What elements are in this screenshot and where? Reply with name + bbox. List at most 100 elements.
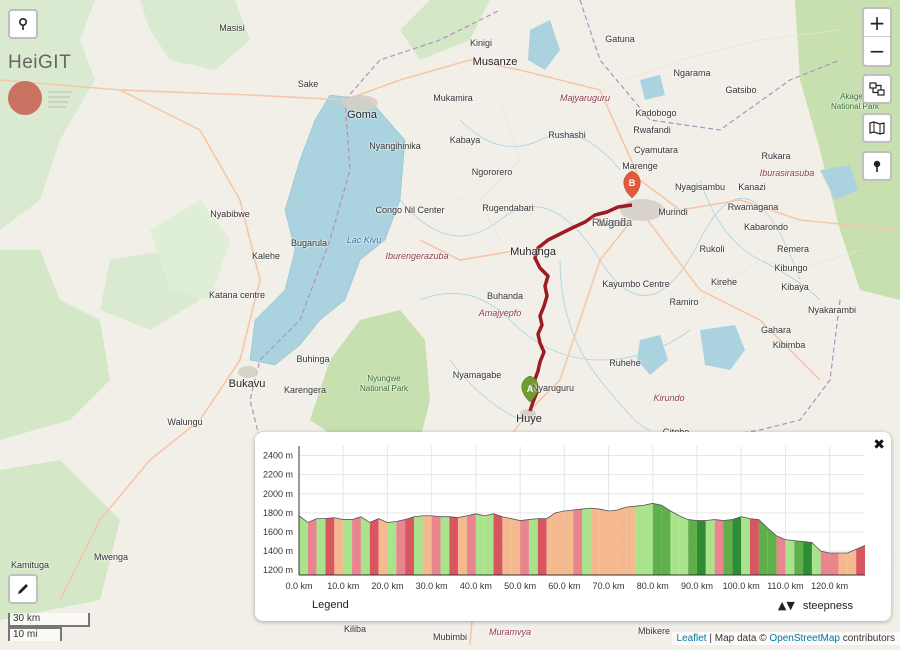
steepness-toggle[interactable]: ▲▼ steepness bbox=[778, 599, 853, 612]
place-label: Mubimbi bbox=[432, 632, 468, 642]
edit-button[interactable] bbox=[8, 574, 38, 604]
x-tick-label: 50.0 km bbox=[504, 581, 536, 591]
elevation-segment bbox=[776, 535, 786, 575]
zoom-out-button[interactable]: − bbox=[868, 39, 886, 63]
map-pin-icon bbox=[18, 17, 28, 30]
start-marker[interactable]: A bbox=[521, 375, 539, 403]
elevation-segment bbox=[803, 541, 812, 575]
place-label: Kinigi bbox=[469, 38, 493, 48]
place-label: Kiliba bbox=[343, 624, 367, 634]
x-tick-label: 100.0 km bbox=[723, 581, 760, 591]
elevation-segment bbox=[785, 539, 795, 575]
place-label: Majyaruguru bbox=[559, 93, 611, 103]
elevation-segment bbox=[555, 510, 565, 575]
x-tick-label: 90.0 km bbox=[681, 581, 713, 591]
place-label: Kigali bbox=[598, 217, 626, 229]
place-label: Gatsibo bbox=[725, 85, 757, 95]
elevation-segment bbox=[431, 515, 441, 575]
elevation-segment bbox=[820, 551, 830, 575]
rivers bbox=[399, 119, 821, 431]
heigit-logo: HeiGIT bbox=[8, 52, 88, 122]
place-label: Rwanda bbox=[591, 217, 633, 229]
elevation-segment bbox=[723, 519, 733, 575]
place-label: Remera bbox=[776, 244, 810, 254]
legend-toggle[interactable]: Legend bbox=[312, 599, 349, 611]
y-tick-label: 1200 m bbox=[263, 565, 293, 575]
elevation-segment bbox=[696, 520, 706, 575]
elevation-segment bbox=[528, 518, 538, 575]
x-tick-label: 80.0 km bbox=[637, 581, 669, 591]
elevation-segment bbox=[369, 518, 379, 575]
place-label: Rugendabari bbox=[482, 203, 534, 213]
place-label: Lac Kivu bbox=[346, 235, 382, 245]
sort-arrows-icon: ▲▼ bbox=[777, 599, 795, 612]
place-label: Ngarama bbox=[673, 68, 711, 78]
place-label: Rukara bbox=[761, 151, 791, 161]
y-tick-label: 1800 m bbox=[263, 508, 293, 518]
place-label: Sake bbox=[297, 79, 319, 89]
place-label: Kabaya bbox=[449, 135, 481, 145]
close-icon[interactable]: ✖ bbox=[873, 437, 885, 453]
x-tick-label: 110.0 km bbox=[767, 581, 803, 591]
elevation-segment bbox=[396, 519, 406, 575]
place-label: Kalehe bbox=[251, 251, 281, 261]
elevation-segment bbox=[467, 513, 476, 575]
main-roads bbox=[0, 59, 900, 646]
place-label: Goma bbox=[347, 109, 377, 121]
end-marker[interactable]: B bbox=[623, 170, 641, 199]
place-label: Masisi bbox=[219, 23, 245, 33]
place-label: Nyungwe National Park bbox=[359, 374, 409, 393]
scale-bar: 30 km 10 mi bbox=[8, 613, 90, 641]
elevation-segment bbox=[422, 515, 432, 575]
place-label: Congo Nil Center bbox=[375, 205, 445, 215]
place-pin-button[interactable] bbox=[862, 151, 892, 181]
x-tick-label: 40.0 km bbox=[460, 581, 492, 591]
elevation-segment bbox=[705, 519, 715, 575]
elevation-segment bbox=[360, 516, 370, 575]
elevation-segment bbox=[484, 513, 494, 575]
elevation-panel: 1200 m 1400 m 1600 m 1800 m 2000 m 2200 m 2400… bbox=[255, 432, 891, 621]
place-label: Rukoli bbox=[699, 244, 725, 254]
lakes bbox=[249, 20, 858, 375]
leaflet-link[interactable]: Leaflet bbox=[676, 633, 707, 644]
y-tick-label: 2000 m bbox=[263, 489, 293, 499]
x-tick-label: 20.0 km bbox=[371, 581, 403, 591]
elevation-segment bbox=[599, 509, 609, 575]
route-layers-button[interactable] bbox=[862, 74, 892, 104]
elevation-segment bbox=[343, 519, 353, 575]
route-line[interactable] bbox=[528, 203, 633, 412]
elevation-chart[interactable]: 1200 m 1400 m 1600 m 1800 m 2000 m 2200 m 2400… bbox=[255, 432, 891, 621]
x-tick-label: 30.0 km bbox=[416, 581, 448, 591]
y-tick-label: 2200 m bbox=[263, 470, 293, 480]
attribution-sep: | Map data © bbox=[706, 633, 770, 644]
place-label: Kadobogo bbox=[635, 108, 677, 118]
y-tick-label: 1600 m bbox=[263, 527, 293, 537]
location-pin-button[interactable] bbox=[8, 9, 38, 39]
elevation-segment bbox=[449, 516, 459, 575]
osm-link[interactable]: OpenStreetMap bbox=[769, 633, 840, 644]
place-label: Kamituga bbox=[10, 560, 50, 570]
zoom-in-button[interactable]: + bbox=[864, 9, 890, 37]
elevation-segment bbox=[440, 516, 450, 575]
elevation-segment bbox=[493, 513, 503, 575]
elevation-segment bbox=[811, 542, 821, 575]
map-style-button[interactable] bbox=[862, 113, 892, 143]
attribution: Leaflet | Map data © OpenStreetMap contr… bbox=[671, 632, 900, 645]
place-label: Bugarula bbox=[290, 238, 328, 248]
elevation-segment bbox=[582, 508, 591, 575]
elevation-segment bbox=[679, 515, 689, 575]
elevation-segment bbox=[643, 503, 653, 575]
elevation-segment bbox=[750, 518, 759, 575]
y-tick-label: 2400 m bbox=[263, 451, 293, 461]
place-label: Rwamagana bbox=[727, 202, 779, 212]
elevation-segment bbox=[732, 516, 742, 575]
place-label: Rushashi bbox=[548, 130, 586, 140]
place-label: Nyamagabe bbox=[452, 370, 502, 380]
elevation-segment bbox=[714, 519, 724, 575]
place-label: Nyagisambu bbox=[674, 182, 726, 192]
place-label: Nyabibwe bbox=[210, 209, 250, 219]
elevation-segment bbox=[670, 510, 680, 575]
pencil-icon bbox=[18, 584, 28, 594]
elevation-segment bbox=[299, 515, 308, 575]
